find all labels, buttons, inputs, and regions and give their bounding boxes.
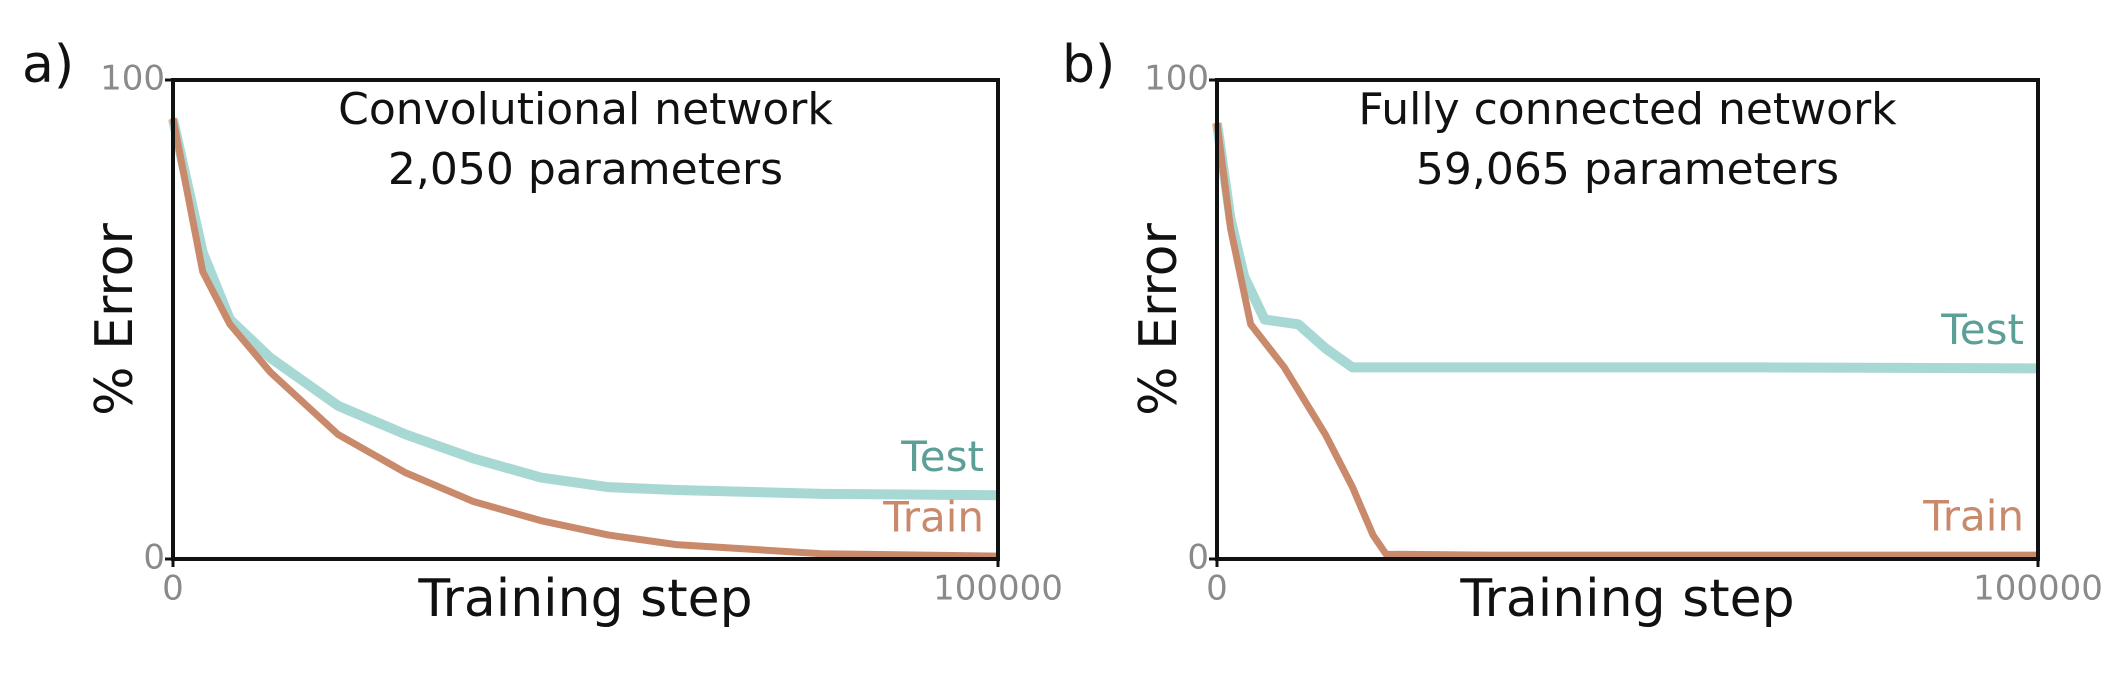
y-tick-label: 0 <box>143 538 165 578</box>
y-tick-label: 100 <box>100 59 165 99</box>
panel-label: b) <box>1062 35 1115 95</box>
chart-title: Convolutional network <box>338 84 833 135</box>
chart-subtitle: 2,050 parameters <box>388 144 783 195</box>
y-axis-label: % Error <box>85 223 145 416</box>
x-tick-label: 0 <box>1206 569 1228 609</box>
x-axis-label: Training step <box>1459 569 1794 629</box>
series-line <box>169 117 999 560</box>
series-label: Test <box>900 432 984 481</box>
chart-title: Fully connected network <box>1358 84 1897 135</box>
series-label: Train <box>882 493 984 542</box>
series-line <box>1213 122 2038 559</box>
x-tick-label: 100000 <box>933 569 1063 609</box>
x-tick-label: 100000 <box>1973 569 2103 609</box>
panel-label: a) <box>22 35 74 95</box>
plot-frame <box>171 78 1000 561</box>
chart-subtitle: 59,065 parameters <box>1416 144 1839 195</box>
series-label: Train <box>1922 492 2024 541</box>
x-tick-label: 0 <box>162 569 184 609</box>
x-axis-label: Training step <box>417 569 752 629</box>
series-label: Test <box>1940 305 2024 354</box>
y-tick-label: 0 <box>1187 538 1209 578</box>
y-tick-label: 100 <box>1144 59 1209 99</box>
y-axis-label: % Error <box>1129 223 1189 416</box>
plot-frame <box>1215 78 2040 561</box>
